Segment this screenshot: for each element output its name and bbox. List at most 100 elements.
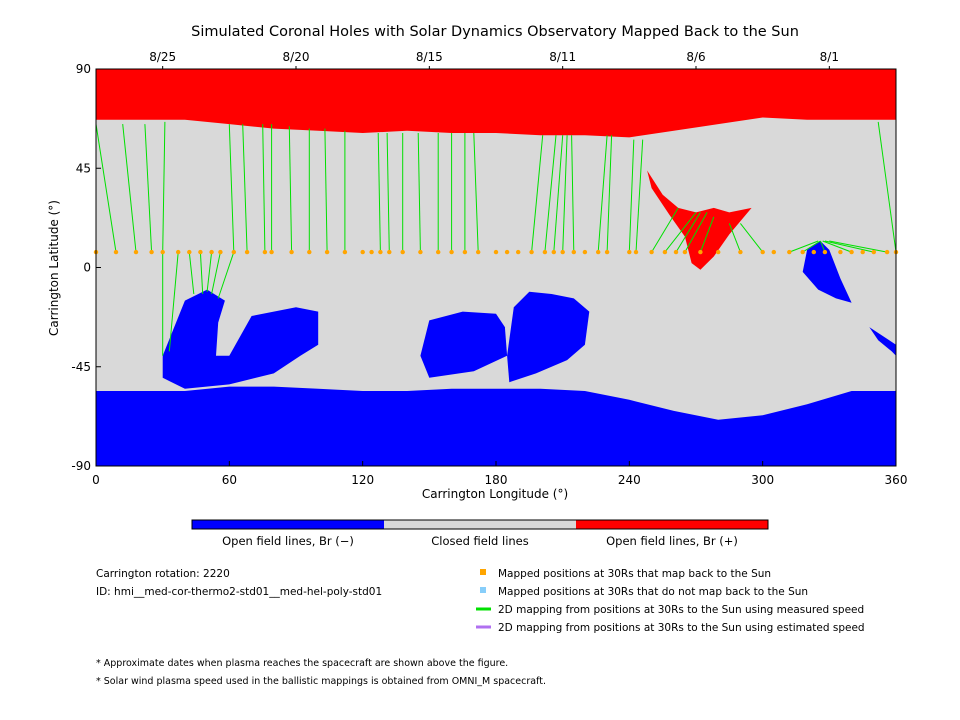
mapped-position	[542, 249, 548, 255]
mapped-position	[198, 249, 203, 255]
y-axis-label: Carrington Latitude (°)	[47, 200, 61, 336]
mapped-position	[324, 249, 330, 255]
mapping-line	[228, 124, 235, 253]
coronal-hole-neg	[802, 241, 852, 303]
y-tick-label: 0	[83, 261, 91, 275]
y-tick-label: 90	[76, 62, 91, 76]
mapped-position	[760, 249, 765, 255]
mapped-position	[582, 249, 588, 255]
mapped-position	[476, 249, 481, 255]
mapping-line	[262, 124, 266, 253]
mapping-line	[377, 132, 381, 253]
mapping-line	[728, 223, 741, 253]
top-date-label: 8/15	[416, 50, 443, 64]
mapped-position	[449, 249, 454, 255]
y-tick-labels: 90 45 0 -45 -90	[71, 62, 101, 473]
legend-mapped-marker	[480, 569, 486, 575]
mapping-line	[206, 252, 213, 292]
legend-measured-label: 2D mapping from positions at 30Rs to the…	[498, 604, 864, 616]
mapping-line	[651, 207, 679, 253]
mapped-position	[738, 249, 743, 255]
mapping-line	[211, 251, 221, 295]
mapped-position	[133, 249, 139, 255]
mapped-position	[462, 249, 468, 255]
mapped-position	[682, 249, 688, 255]
mapped-position	[360, 249, 365, 255]
mapped-position	[662, 249, 668, 255]
mapping-line	[544, 135, 557, 253]
top-dates: 8/25 8/20 8/15 8/11 8/6 8/1	[149, 50, 839, 69]
mapping-line	[288, 126, 293, 253]
chart-title: Simulated Coronal Holes with Solar Dynam…	[191, 24, 799, 40]
mapping-line	[824, 240, 874, 253]
legend-mapped-label: Mapped positions at 30Rs that map back t…	[498, 568, 771, 580]
mapped-position	[800, 249, 805, 255]
mapping-line	[242, 124, 248, 253]
y-tick-label: 45	[76, 161, 91, 175]
colorbar-neg	[192, 520, 384, 529]
colorbar-pos	[576, 520, 768, 529]
legend-neg-label: Open field lines, Br (−)	[222, 534, 354, 548]
mapped-position	[113, 249, 119, 255]
mapping-line	[168, 252, 179, 352]
x-tick-label: 0	[92, 473, 100, 487]
mapped-position	[378, 249, 383, 255]
mapped-position	[627, 249, 632, 255]
x-tick-labels: 0 60 120 180 240 300 360	[92, 461, 907, 487]
x-axis-label: Carrington Longitude (°)	[422, 487, 568, 501]
mapping-line	[122, 124, 137, 253]
mapped-position	[149, 249, 154, 255]
mapping-line	[628, 139, 635, 253]
mapped-position	[218, 249, 223, 255]
mapping-line	[571, 135, 575, 253]
mapped-position	[231, 249, 236, 255]
mapped-position	[176, 249, 181, 255]
mapping-line	[684, 212, 708, 253]
mapping-line	[199, 252, 204, 295]
top-date-label: 8/11	[549, 50, 576, 64]
mapped-position	[596, 249, 601, 255]
x-tick-label: 360	[885, 473, 908, 487]
mapped-position	[187, 249, 192, 255]
mapping-line	[699, 216, 715, 253]
mapped-position	[633, 249, 639, 255]
mapped-position	[716, 249, 721, 255]
coronal-hole-neg	[420, 311, 508, 378]
mapping-line	[473, 132, 479, 253]
mapped-position	[436, 249, 441, 255]
colorbar-closed	[384, 520, 576, 529]
mapped-position	[884, 249, 890, 255]
mapped-position	[418, 249, 423, 255]
north-polar-hole-pos	[96, 69, 896, 138]
mapped-position	[551, 249, 556, 255]
coronal-hole-neg	[507, 291, 590, 383]
mapping-line	[635, 139, 644, 253]
mapping-line	[386, 132, 390, 253]
mapped-position	[244, 249, 250, 255]
legend-closed-label: Closed field lines	[431, 534, 529, 548]
legend-pos-label: Open field lines, Br (+)	[606, 534, 738, 548]
mapped-position	[787, 249, 792, 255]
mapped-position	[838, 249, 843, 255]
mapping-line	[829, 240, 888, 253]
mapping-line	[789, 240, 819, 253]
model-id: ID: hmi__med-cor-thermo2-std01__med-hel-…	[96, 586, 382, 598]
mapped-position	[860, 249, 865, 255]
mapping-line	[822, 240, 852, 253]
mapped-position	[493, 249, 499, 255]
mapped-position	[849, 249, 854, 255]
mapping-line	[188, 252, 195, 295]
legend-estimated-label: 2D mapping from positions at 30Rs to the…	[498, 622, 865, 634]
mapped-position	[289, 249, 294, 255]
note-dates: * Approximate dates when plasma reaches …	[96, 658, 508, 669]
coronal-hole-pos	[647, 170, 752, 270]
mapped-position	[504, 249, 510, 255]
mapping-line	[162, 121, 166, 253]
mapped-position	[400, 249, 405, 255]
x-tick-label: 60	[222, 473, 237, 487]
mapping-line	[740, 223, 764, 253]
mapped-position	[560, 249, 565, 255]
mapped-position	[209, 249, 214, 255]
mapping-line	[606, 135, 613, 253]
carrington-rotation: Carrington rotation: 2220	[96, 568, 230, 580]
